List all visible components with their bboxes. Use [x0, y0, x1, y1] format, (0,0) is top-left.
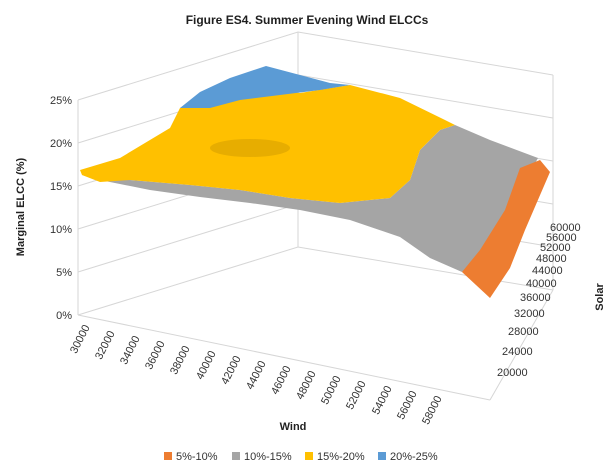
x-tick-label: 54000 — [370, 384, 395, 417]
legend-label: 10%-15% — [244, 451, 292, 463]
legend-label: 20%-25% — [390, 451, 438, 463]
z-tick-label: 20% — [50, 138, 72, 150]
legend-label: 5%-10% — [176, 451, 218, 463]
y-tick-label: 40000 — [526, 278, 557, 290]
x-tick-label: 46000 — [269, 364, 294, 397]
x-tick-label: 44000 — [244, 359, 269, 392]
z-axis: 0% 5% 10% 15% 20% 25% Marginal ELCC (%) — [15, 95, 72, 322]
x-tick-label: 40000 — [194, 349, 219, 382]
legend-item: 10%-15% — [232, 451, 292, 463]
x-tick-label: 48000 — [294, 369, 319, 402]
floor — [77, 289, 554, 401]
legend-item: 15%-20% — [305, 451, 365, 463]
x-tick-label: 38000 — [168, 344, 193, 377]
legend-swatch — [164, 452, 172, 460]
legend-item: 20%-25% — [378, 451, 438, 463]
x-tick-label: 36000 — [143, 339, 168, 372]
y-tick-label: 48000 — [536, 253, 567, 265]
surface-shading — [210, 139, 290, 157]
x-tick-label: 32000 — [93, 329, 118, 362]
legend-swatch — [232, 452, 240, 460]
legend-swatch — [305, 452, 313, 460]
z-tick-label: 15% — [50, 181, 72, 193]
z-tick-label: 0% — [56, 310, 72, 322]
z-tick-label: 10% — [50, 224, 72, 236]
surface-band-10-15 — [82, 125, 538, 272]
y-tick-label: 20000 — [497, 367, 528, 379]
x-tick-label: 50000 — [319, 374, 344, 407]
surface-band-20-25 — [180, 66, 350, 108]
x-tick-label: 34000 — [118, 334, 143, 367]
legend-swatch — [378, 452, 386, 460]
x-tick-label: 30000 — [68, 323, 93, 356]
z-axis-title: Marginal ELCC (%) — [15, 157, 27, 256]
y-tick-label: 28000 — [508, 326, 539, 338]
y-tick-label: 44000 — [532, 265, 563, 277]
x-axis-title: Wind — [280, 421, 307, 433]
z-tick-label: 25% — [50, 95, 72, 107]
y-tick-label: 32000 — [514, 308, 545, 320]
x-tick-label: 52000 — [344, 379, 369, 412]
surface — [80, 66, 550, 298]
y-tick-label: 24000 — [502, 346, 533, 358]
y-tick-label: 60000 — [550, 222, 581, 234]
y-tick-label: 36000 — [520, 292, 551, 304]
chart-title: Figure ES4. Summer Evening Wind ELCCs — [186, 13, 429, 27]
z-tick-label: 5% — [56, 267, 72, 279]
floor-edge-front-right — [489, 289, 554, 401]
legend-label: 15%-20% — [317, 451, 365, 463]
floor-edge-front-left — [77, 314, 491, 401]
x-tick-label: 42000 — [219, 354, 244, 387]
x-tick-label: 58000 — [420, 394, 445, 427]
legend-item: 5%-10% — [164, 451, 218, 463]
y-axis-title: Solar — [594, 283, 606, 311]
y-tick-label: 52000 — [540, 242, 571, 254]
surface-band-5-10 — [462, 160, 550, 298]
x-tick-label: 56000 — [395, 389, 420, 422]
legend: 5%-10% 10%-15% 15%-20% 20%-25% — [164, 451, 438, 463]
surface-band-15-20 — [80, 85, 455, 203]
y-axis: 20000 24000 28000 32000 36000 40000 4400… — [497, 222, 606, 379]
x-axis: 30000 32000 34000 36000 38000 40000 4200… — [68, 323, 445, 433]
y-tick-label: 56000 — [546, 232, 577, 244]
